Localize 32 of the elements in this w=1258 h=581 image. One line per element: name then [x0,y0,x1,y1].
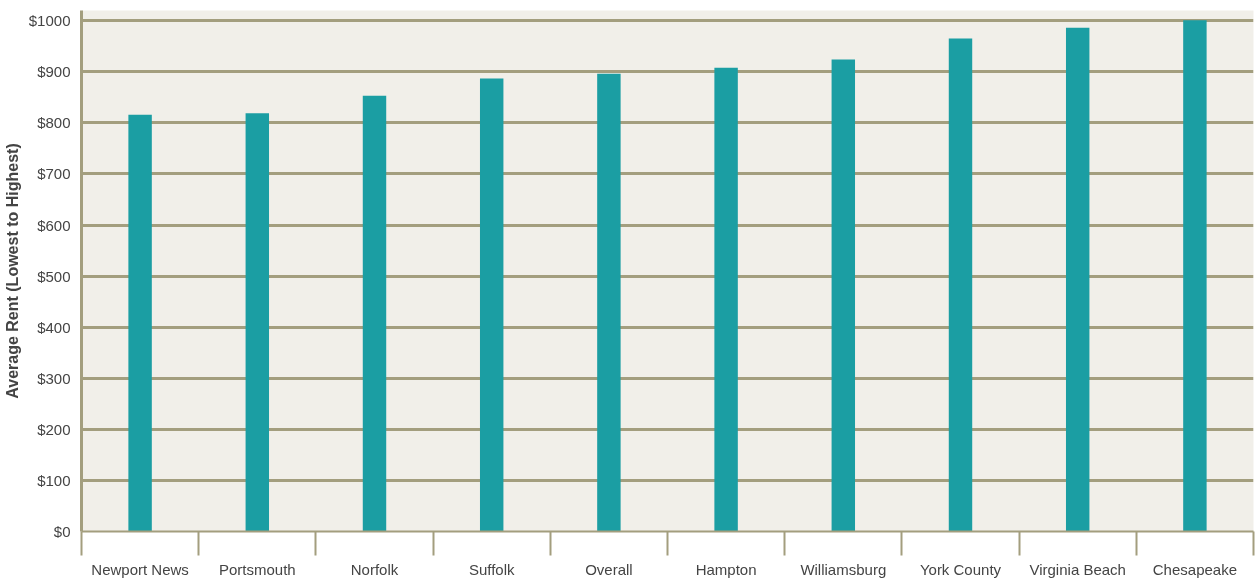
y-tick-label: $700 [37,165,71,183]
x-tick-label: Williamsburg [800,560,887,578]
x-tick-label: York County [919,560,1002,578]
bar [1183,20,1207,532]
bar [479,78,504,532]
y-tick-label: $300 [37,369,71,387]
y-axis-title: Average Rent (Lowest to Highest) [3,143,21,399]
bar [128,114,152,532]
bar [714,67,738,532]
x-tick-label: Newport News [91,560,189,578]
y-tick-label: $100 [37,471,71,489]
y-tick-label: $900 [37,63,71,81]
y-tick-label: $600 [37,216,71,234]
bar [245,113,270,532]
bar [831,59,856,532]
y-tick-label: $400 [37,318,71,336]
x-tick-label: Portsmouth [218,560,296,578]
x-tick-label: Norfolk [350,560,399,578]
bar [597,73,621,532]
x-tick-label: Virginia Beach [1029,560,1126,578]
y-tick-label: $0 [53,523,71,540]
bar [362,95,387,532]
y-tick-label: $800 [37,114,71,132]
y-tick-label: $500 [37,267,71,285]
x-tick-label: Hampton [695,560,757,578]
y-tick-label: $200 [37,420,71,438]
y-tick-label: $1000 [28,12,71,30]
bar [948,38,973,532]
bar [1065,27,1090,532]
x-tick-label: Overall [585,560,633,578]
x-tick-label: Chesapeake [1152,560,1238,578]
x-tick-label: Suffolk [468,560,515,578]
